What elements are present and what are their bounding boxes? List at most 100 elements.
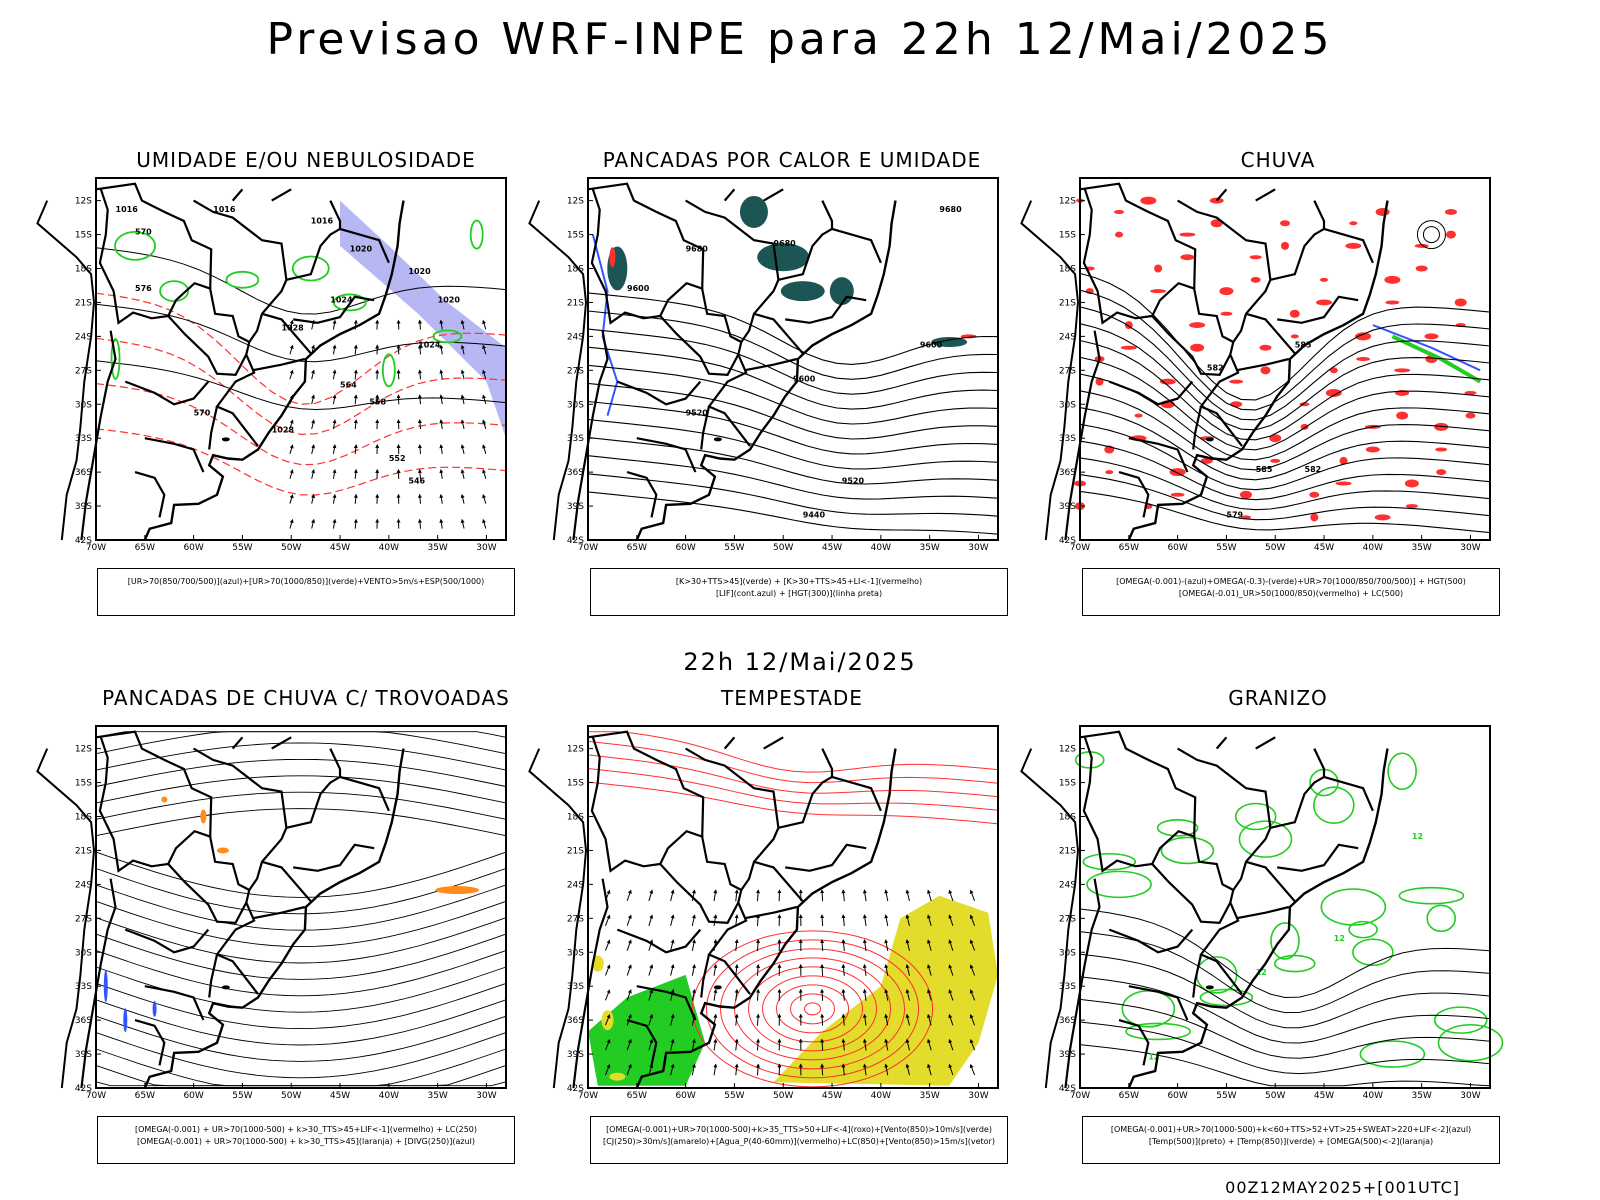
wind-vector (353, 344, 358, 355)
rain-area (1356, 357, 1371, 361)
lat-tick-label: 15S (567, 779, 584, 789)
wind-vector (734, 963, 739, 976)
political-border (1192, 406, 1203, 450)
wind-vector (884, 1038, 889, 1051)
contour-line (587, 754, 999, 798)
lon-tick-label: 50W (281, 1091, 301, 1101)
contour-line (1079, 423, 1491, 491)
political-border (208, 406, 219, 450)
rain-area (1394, 368, 1411, 373)
wind-vector (820, 938, 825, 951)
rain-area (1115, 231, 1124, 238)
wind-vector (670, 939, 675, 951)
political-border (685, 747, 780, 891)
lon-tick-label: 35W (919, 1091, 939, 1101)
lon-tick-label: 70W (86, 1091, 106, 1101)
lat-tick-label: 33S (567, 982, 584, 992)
contour-label: 12 (1412, 832, 1423, 841)
lon-tick-label: 45W (1314, 543, 1334, 553)
lat-tick-label: 21S (75, 298, 92, 308)
political-border (1177, 747, 1272, 891)
rain-area (1105, 470, 1114, 475)
lon-tick-label: 50W (1265, 543, 1285, 553)
wind-vector (841, 963, 846, 976)
contour-label: 570 (135, 228, 152, 237)
wind-vector (820, 1038, 825, 1051)
political-border (572, 878, 609, 1089)
wind-vector (289, 344, 294, 355)
temp850-contour (1313, 786, 1355, 824)
political-border (1177, 199, 1272, 343)
contour-label: 9600 (627, 284, 650, 293)
wind-vector (884, 963, 889, 976)
lon-tick-label: 70W (1070, 1091, 1090, 1101)
divergence-area (103, 970, 108, 1003)
political-border (261, 312, 312, 355)
wind-vector (626, 914, 632, 926)
wind-vector (626, 964, 632, 976)
temp850-contour (1238, 820, 1293, 858)
lon-tick-label: 55W (724, 543, 744, 553)
wind-vector (482, 444, 487, 454)
wind-vector (691, 1038, 696, 1051)
contour-label: 1028 (272, 426, 295, 435)
lat-tick-label: 15S (1059, 779, 1076, 789)
rain-area (1320, 277, 1329, 282)
unstable-area (609, 247, 616, 268)
rain-area (1179, 232, 1196, 237)
political-border (1079, 182, 1243, 447)
wind-vector (756, 938, 761, 951)
contour-line (1079, 457, 1491, 511)
lat-tick-label: 33S (75, 982, 92, 992)
lon-tick-label: 50W (773, 543, 793, 553)
wind-vector (289, 419, 294, 430)
temp850-contour (1160, 836, 1215, 865)
wind-vector (927, 1038, 932, 1051)
rain-area (1154, 264, 1163, 273)
contour-line (1079, 289, 1491, 411)
convective-area (931, 337, 968, 348)
humidity-contour (159, 280, 189, 303)
wind-vector (626, 1063, 632, 1076)
lat-tick-label: 24S (567, 880, 584, 890)
contour-line (587, 364, 999, 425)
wind-vector (670, 964, 675, 976)
wind-vector (439, 493, 444, 504)
lon-tick-label: 50W (1265, 1091, 1285, 1101)
wind-vector (605, 1014, 611, 1026)
political-border (763, 188, 784, 202)
wind-vector (948, 964, 954, 976)
wind-vector (332, 419, 337, 430)
lon-tick-label: 60W (183, 543, 203, 553)
wind-vector (841, 914, 846, 927)
wind-vector (311, 493, 316, 504)
streamline (95, 731, 507, 755)
atlantic-coastline (1127, 200, 1389, 541)
political-border (626, 471, 658, 518)
humidity-contour (381, 353, 396, 388)
lon-tick-label: 40W (1363, 543, 1383, 553)
political-border (329, 200, 342, 229)
wind-vector (460, 469, 465, 479)
contour-label: 9600 (793, 375, 816, 384)
wind-vector (948, 889, 954, 902)
lon-tick-label: 30W (476, 1091, 496, 1101)
political-border (1064, 878, 1101, 1089)
lat-tick-label: 39S (567, 502, 584, 512)
wind-vector (927, 914, 932, 926)
wind-vector (927, 1063, 932, 1076)
lat-tick-label: 36S (1059, 1016, 1076, 1026)
wind-vector (460, 493, 465, 504)
wind-vector (948, 1013, 954, 1026)
streamline (95, 950, 507, 997)
wind-vector (905, 1038, 910, 1051)
lat-tick-label: 27S (75, 366, 92, 376)
political-border (167, 863, 248, 924)
temp850-contour (1121, 990, 1176, 1028)
lat-tick-label: 36S (567, 468, 584, 478)
pressure-contour (776, 984, 850, 1034)
lon-tick-label: 55W (724, 1091, 744, 1101)
wind-vector (691, 963, 696, 976)
wind-vector (417, 319, 422, 330)
strong-wind-area (588, 974, 706, 1086)
